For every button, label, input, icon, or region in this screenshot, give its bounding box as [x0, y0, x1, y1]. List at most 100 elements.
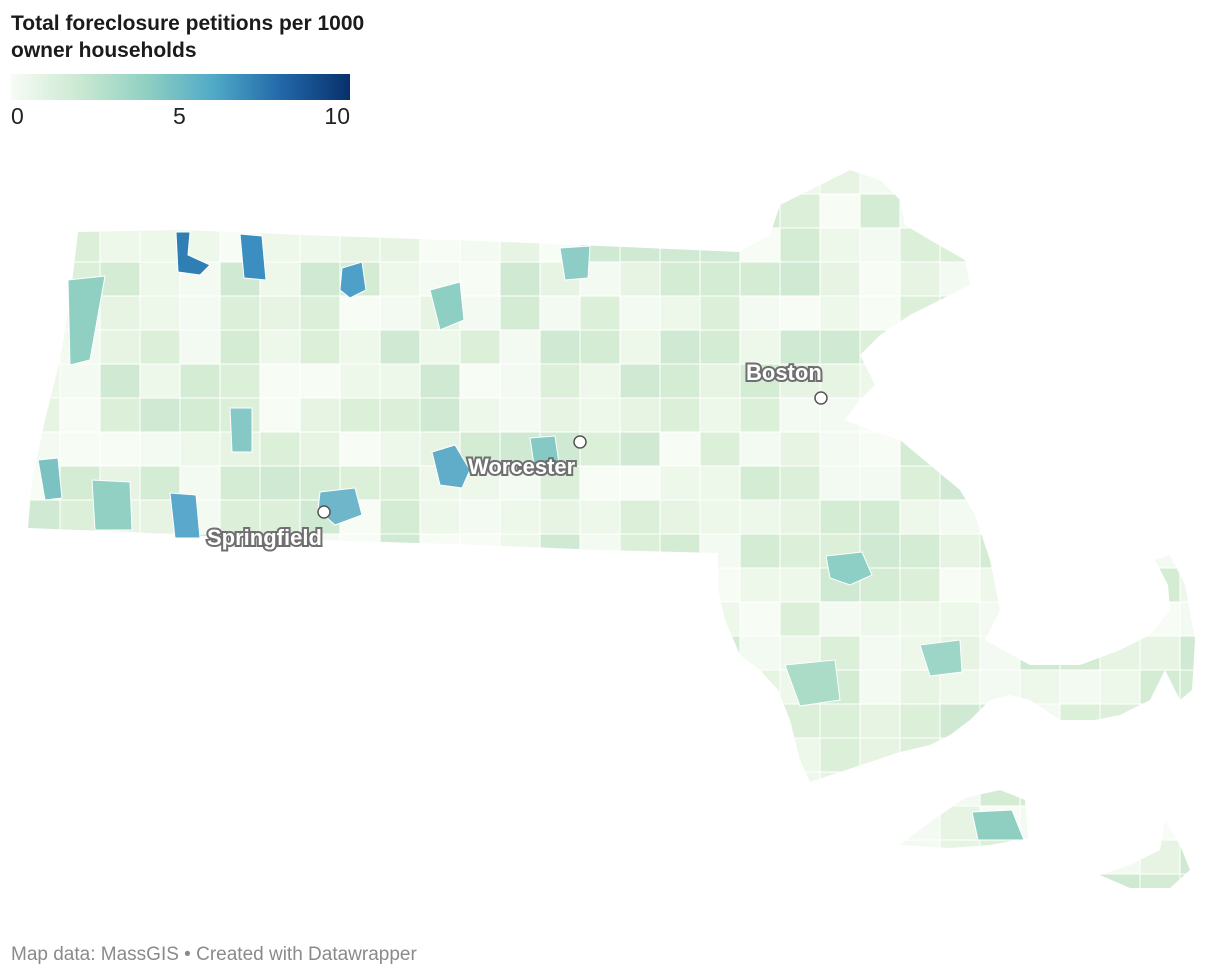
town-shape: [579, 771, 621, 807]
town-shape: [1019, 771, 1061, 807]
town-shape: [1099, 227, 1141, 263]
town-shape: [939, 601, 981, 637]
town-shape: [99, 873, 141, 888]
town-shape: [819, 431, 861, 467]
town-shape: [179, 839, 221, 875]
town-shape: [139, 227, 181, 263]
town-shape: [28, 737, 61, 773]
town-shape: [1019, 397, 1061, 433]
town-shape: [859, 329, 901, 365]
town-shape: [579, 431, 621, 467]
town-shape: [739, 771, 781, 807]
town-shape: [779, 533, 821, 569]
town-shape: [939, 771, 981, 807]
town-shape: [419, 499, 461, 535]
town-shape: [499, 839, 541, 875]
town-shape: [459, 839, 501, 875]
town-shape: [59, 669, 101, 705]
town-shape: [819, 295, 861, 331]
town-shape: [659, 771, 701, 807]
town-shape: [859, 363, 901, 399]
town-shape: [779, 431, 821, 467]
town-shape: [1059, 329, 1101, 365]
town-shape: [339, 533, 381, 569]
town-shape: [379, 329, 421, 365]
town-shape: [299, 873, 341, 888]
town-shape: [179, 771, 221, 807]
town-shape: [259, 805, 301, 841]
town-shape: [219, 193, 261, 229]
town-shape: [619, 533, 661, 569]
town-shape: [859, 170, 901, 195]
town-shape: [1139, 431, 1181, 467]
town-shape: [699, 465, 741, 501]
town-shape: [1059, 499, 1101, 535]
town-shape: [1019, 873, 1061, 888]
town-shape: [779, 567, 821, 603]
town-shape: [419, 227, 461, 263]
town-shape: [259, 771, 301, 807]
town-shape: [659, 329, 701, 365]
town-shape: [779, 261, 821, 297]
town-shape: [899, 397, 941, 433]
town-shape: [619, 193, 661, 229]
town-shape: [859, 193, 901, 229]
town-shape: [619, 601, 661, 637]
town-shape: [819, 397, 861, 433]
town-shape: [499, 329, 541, 365]
town-shape: [899, 465, 941, 501]
town-shape: [459, 601, 501, 637]
town-shape-highlighted: [431, 444, 471, 489]
town-shape: [579, 669, 621, 705]
town-shape: [1019, 635, 1061, 671]
town-shape: [739, 839, 781, 875]
town-shape: [899, 329, 941, 365]
town-shape-highlighted: [429, 281, 465, 331]
town-shape: [379, 363, 421, 399]
town-shape: [659, 635, 701, 671]
town-shape: [259, 567, 301, 603]
town-shape: [619, 431, 661, 467]
town-shape: [579, 533, 621, 569]
town-shape: [979, 363, 1021, 399]
town-shape: [1099, 839, 1141, 875]
town-shape: [59, 839, 101, 875]
town-shape: [28, 329, 61, 365]
town-shape: [1139, 193, 1181, 229]
town-shape: [339, 329, 381, 365]
town-shape: [699, 397, 741, 433]
town-shape: [659, 170, 701, 195]
town-shape: [939, 737, 981, 773]
town-shape: [579, 703, 621, 739]
town-shape: [59, 431, 101, 467]
town-shape: [339, 737, 381, 773]
town-shape: [939, 499, 981, 535]
town-shape: [459, 193, 501, 229]
town-shape: [1179, 465, 1195, 501]
town-shape: [28, 703, 61, 739]
town-shape: [459, 329, 501, 365]
town-shape: [499, 295, 541, 331]
town-shape: [939, 397, 981, 433]
town-shape: [1139, 295, 1181, 331]
town-shape: [939, 839, 981, 875]
town-shape: [1019, 295, 1061, 331]
town-shape: [899, 771, 941, 807]
town-shape: [28, 533, 61, 569]
town-shape-highlighted: [919, 639, 963, 677]
town-shape: [739, 465, 781, 501]
town-shape: [459, 170, 501, 195]
town-shape: [939, 703, 981, 739]
town-shape: [859, 635, 901, 671]
town-shape: [419, 329, 461, 365]
town-shape: [339, 601, 381, 637]
town-shape: [59, 363, 101, 399]
town-shape: [699, 329, 741, 365]
town-shape: [219, 465, 261, 501]
town-shape: [28, 601, 61, 637]
town-shape: [59, 533, 101, 569]
town-shape: [1019, 703, 1061, 739]
town-shape: [1019, 805, 1061, 841]
town-shape: [179, 295, 221, 331]
town-shape: [779, 227, 821, 263]
